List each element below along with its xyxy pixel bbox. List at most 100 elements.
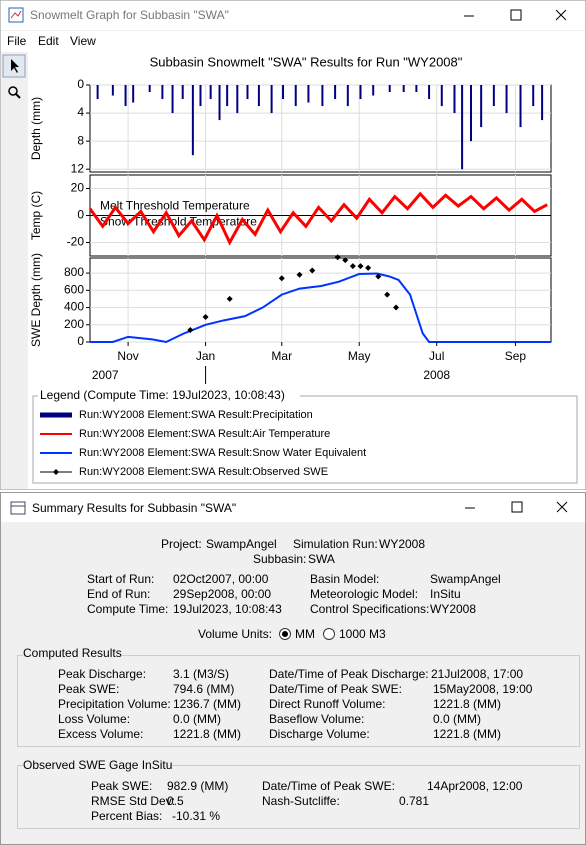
field-value: 21Jul2008, 17:00 bbox=[431, 667, 524, 681]
field-label: Precipitation Volume: bbox=[58, 697, 171, 711]
precip-bar bbox=[388, 85, 391, 93]
series-line bbox=[88, 191, 548, 246]
field-label: Loss Volume: bbox=[58, 712, 131, 726]
precip-bar bbox=[402, 85, 405, 93]
summary-window: Summary Results for Subbasin "SWA" Projec… bbox=[0, 492, 586, 845]
menu-item[interactable]: Edit bbox=[38, 34, 59, 48]
radio-dot bbox=[282, 631, 288, 637]
pointer-icon bbox=[11, 59, 19, 73]
field-value: SWA bbox=[308, 552, 335, 566]
precip-bar bbox=[346, 85, 349, 107]
graph-window: Snowmelt Graph for Subbasin "SWA" File E… bbox=[0, 0, 586, 490]
precip-bar bbox=[461, 85, 464, 170]
y-tick-label: 200 bbox=[64, 317, 84, 331]
precip-bar bbox=[307, 85, 310, 103]
field-label: Basin Model: bbox=[310, 572, 380, 586]
radio-label: MM bbox=[295, 627, 315, 641]
field-label: End of Run: bbox=[87, 587, 151, 601]
field-label: RMSE Std Dev: bbox=[91, 794, 176, 808]
maximize-button[interactable] bbox=[511, 501, 523, 513]
field-value: 0.0 (MM) bbox=[433, 712, 481, 726]
precip-bar bbox=[191, 85, 194, 156]
precip-bar bbox=[492, 85, 495, 107]
field-label: Date/Time of Peak SWE: bbox=[269, 682, 402, 696]
table-icon bbox=[10, 501, 26, 515]
field-label: Peak SWE: bbox=[91, 779, 153, 793]
x-tick-label: Mar bbox=[271, 349, 292, 363]
y-axis-label: Depth (mm) bbox=[29, 97, 43, 160]
field-label: Date/Time of Peak SWE: bbox=[262, 779, 395, 793]
field-value: 15May2008, 19:00 bbox=[433, 682, 533, 696]
observed-point bbox=[334, 254, 341, 261]
observed-point bbox=[375, 273, 382, 280]
field-label: Direct Runoff Volume: bbox=[269, 697, 386, 711]
field-label: Baseflow Volume: bbox=[269, 712, 365, 726]
precip-bar bbox=[236, 85, 239, 114]
precip-bar bbox=[469, 85, 472, 142]
computed-group bbox=[17, 655, 580, 747]
field-value: 794.6 (MM) bbox=[173, 682, 235, 696]
y-tick-label: 800 bbox=[64, 265, 84, 279]
maximize-button[interactable] bbox=[510, 9, 522, 21]
field-value: WY2008 bbox=[430, 602, 477, 616]
field-value: SwampAngel bbox=[206, 537, 277, 551]
field-value: 1221.8 (MM) bbox=[433, 727, 502, 741]
precip-bar bbox=[226, 85, 229, 107]
zoom-tool[interactable] bbox=[8, 86, 21, 99]
field-label: Peak SWE: bbox=[58, 682, 120, 696]
field-value: 1221.8 (MM) bbox=[433, 697, 502, 711]
field-value: 3.1 (M3/S) bbox=[173, 667, 230, 681]
y-axis-label: Temp (C) bbox=[29, 191, 43, 240]
precip-bar bbox=[334, 85, 337, 100]
field-value: 982.9 (MM) bbox=[167, 779, 229, 793]
observed-point bbox=[296, 271, 303, 278]
field-label: Start of Run: bbox=[87, 572, 155, 586]
year-label: 2007 bbox=[92, 368, 119, 382]
precip-bar bbox=[96, 85, 99, 100]
observed-point bbox=[202, 314, 209, 321]
observed-point bbox=[226, 295, 233, 302]
y-tick-label: 400 bbox=[64, 300, 84, 314]
radio-button[interactable] bbox=[323, 628, 335, 640]
observed-point bbox=[384, 291, 391, 298]
title-controls bbox=[10, 501, 568, 515]
radio-button[interactable] bbox=[279, 628, 291, 640]
y-tick-label: 8 bbox=[77, 133, 84, 147]
field-value: 02Oct2007, 00:00 bbox=[173, 572, 269, 586]
radio-label: 1000 M3 bbox=[339, 627, 386, 641]
precip-bar bbox=[257, 85, 260, 107]
window-title: Summary Results for Subbasin "SWA" bbox=[32, 501, 237, 515]
threshold-label: Melt Threshold Temperature bbox=[100, 199, 250, 213]
precip-bar bbox=[218, 85, 221, 121]
precip-bar bbox=[111, 85, 114, 96]
menu-item[interactable]: File bbox=[7, 34, 27, 48]
field-value: 1236.7 (MM) bbox=[173, 697, 242, 711]
field-value: 0.0 (MM) bbox=[173, 712, 221, 726]
field-label: Simulation Run: bbox=[293, 537, 378, 551]
field-label: Meteorologic Model: bbox=[310, 587, 419, 601]
legend-marker bbox=[53, 469, 59, 475]
precip-bar bbox=[124, 85, 127, 107]
precip-bar bbox=[372, 85, 375, 96]
observed-point bbox=[278, 275, 285, 282]
precip-bar bbox=[440, 85, 443, 107]
precip-bar bbox=[209, 85, 212, 100]
menu-item[interactable]: View bbox=[70, 34, 96, 48]
close-button[interactable] bbox=[556, 501, 568, 513]
precip-bar bbox=[541, 85, 544, 121]
legend-label: Run:WY2008 Element:SWA Result:Observed S… bbox=[79, 466, 328, 478]
field-value: 0.5 bbox=[167, 794, 184, 808]
field-label: Control Specifications: bbox=[310, 602, 430, 616]
field-value: SwampAngel bbox=[430, 572, 501, 586]
field-label: Project: bbox=[161, 537, 202, 551]
legend-title-bg bbox=[38, 389, 300, 403]
field-value: WY2008 bbox=[379, 537, 426, 551]
precip-bar bbox=[246, 85, 249, 100]
y-tick-label: -20 bbox=[67, 235, 85, 249]
observed-point bbox=[349, 263, 356, 270]
close-button[interactable] bbox=[555, 9, 567, 21]
precip-bar bbox=[199, 85, 202, 107]
field-label: Percent Bias: bbox=[91, 809, 163, 823]
y-tick-label: 0 bbox=[77, 77, 84, 91]
precip-bar bbox=[171, 85, 174, 114]
